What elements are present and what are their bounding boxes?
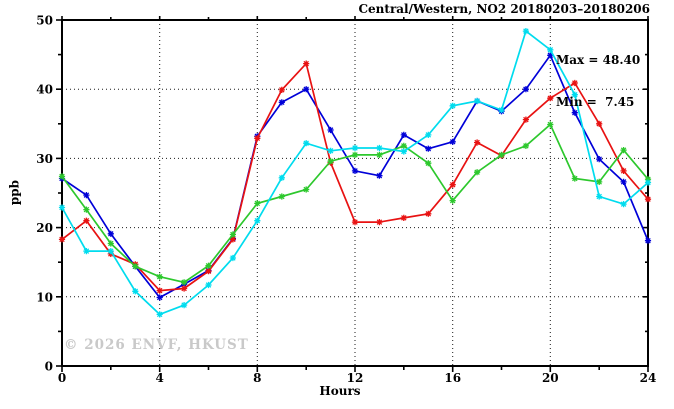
- series-cyan-markers: [58, 28, 652, 318]
- plot-frame: [61, 19, 649, 367]
- series-cyan: [58, 28, 652, 318]
- gridlines: [62, 20, 648, 366]
- watermark: © 2026 ENVF, HKUST: [64, 337, 249, 353]
- svg-text:10: 10: [36, 290, 53, 304]
- annotation-min: Min = 7.45: [556, 95, 635, 109]
- series: [58, 28, 652, 318]
- annotation-max: Max = 48.40: [556, 53, 641, 67]
- annotation-maxmin: Max = 48.40 Min = 7.45: [556, 25, 640, 137]
- svg-text:0: 0: [45, 360, 53, 374]
- svg-text:30: 30: [36, 152, 53, 166]
- chart-title: Central/Western, NO2 20180203–20180206: [358, 2, 650, 16]
- svg-text:16: 16: [444, 371, 461, 385]
- y-axis-label: ppb: [7, 179, 22, 206]
- svg-text:40: 40: [36, 83, 53, 97]
- svg-text:8: 8: [253, 371, 261, 385]
- tick-labels: 0 4 8 12 16 20 24 0 10 20 30 40 50: [36, 14, 656, 386]
- series-green: [58, 121, 652, 286]
- svg-text:20: 20: [36, 221, 53, 235]
- series-green-markers: [58, 121, 652, 286]
- svg-text:12: 12: [347, 371, 364, 385]
- svg-text:0: 0: [58, 371, 66, 385]
- svg-text:50: 50: [36, 14, 53, 28]
- svg-text:24: 24: [640, 371, 657, 385]
- svg-text:20: 20: [542, 371, 559, 385]
- svg-text:4: 4: [156, 371, 164, 385]
- x-axis-label: Hours: [319, 384, 361, 398]
